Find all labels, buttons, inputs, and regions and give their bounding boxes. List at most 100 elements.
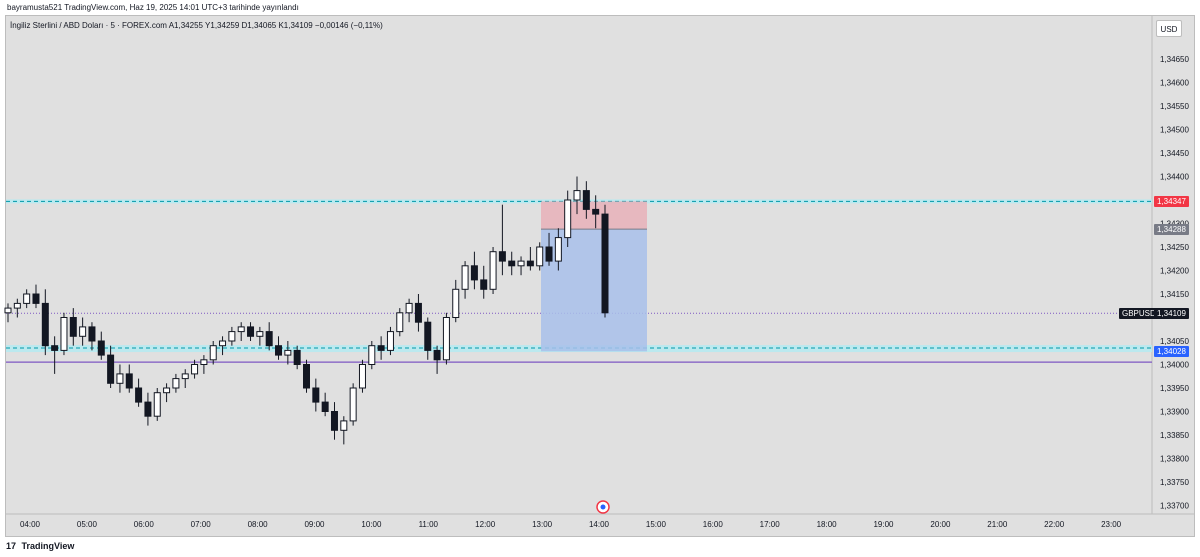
candle-body xyxy=(461,265,469,290)
price-axis-label: 1,34550 xyxy=(1160,102,1189,111)
candle-body xyxy=(536,246,544,267)
candle-body xyxy=(191,364,199,375)
candle-body xyxy=(349,387,357,422)
candle-body xyxy=(219,340,227,347)
target-price-tag: 1,34028 xyxy=(1154,345,1189,357)
price-axis-label: 1,33750 xyxy=(1160,478,1189,487)
price-axis-label: 1,33900 xyxy=(1160,408,1189,417)
time-axis-label: 12:00 xyxy=(475,520,496,529)
candle-body xyxy=(498,251,506,262)
price-axis-label: 1,34200 xyxy=(1160,267,1189,276)
candle-body xyxy=(41,302,49,347)
time-axis-label: 04:00 xyxy=(20,520,41,529)
price-axis-label: 1,34600 xyxy=(1160,79,1189,88)
candle-body xyxy=(228,331,236,342)
tradingview-branding[interactable]: 17 TradingView xyxy=(6,540,74,552)
candle-body xyxy=(405,302,413,314)
price-axis-label: 1,34500 xyxy=(1160,126,1189,135)
time-axis-label: 06:00 xyxy=(134,520,155,529)
candle-body xyxy=(564,199,572,239)
candle-body xyxy=(172,378,180,389)
candle-body xyxy=(424,321,432,351)
candle-body xyxy=(545,246,553,262)
candle-body xyxy=(433,349,441,361)
candle-body xyxy=(163,387,171,394)
time-axis-label: 09:00 xyxy=(304,520,325,529)
price-axis-label: 1,34400 xyxy=(1160,173,1189,182)
candle-body xyxy=(508,260,516,267)
candle-body xyxy=(340,420,348,431)
candle-body xyxy=(247,326,255,337)
candle-body xyxy=(358,364,366,389)
price-axis-label: 1,34000 xyxy=(1160,361,1189,370)
candle-body xyxy=(330,411,338,431)
candle-body xyxy=(414,302,422,323)
candle-body xyxy=(107,354,115,384)
candle-body xyxy=(442,317,450,361)
candle-body xyxy=(88,326,96,342)
event-flag-icon xyxy=(600,504,606,510)
price-axis-label: 1,34650 xyxy=(1160,55,1189,64)
candle-body xyxy=(601,213,609,314)
price-axis-label: 1,34250 xyxy=(1160,243,1189,252)
candle-body xyxy=(377,345,385,351)
candle-body xyxy=(526,260,534,267)
candle-body xyxy=(69,317,77,337)
candle-body xyxy=(79,326,87,337)
time-axis-label: 07:00 xyxy=(191,520,212,529)
price-axis-label: 1,34450 xyxy=(1160,149,1189,158)
candle-body xyxy=(181,373,189,380)
candle-body xyxy=(125,373,133,389)
time-axis-label: 23:00 xyxy=(1101,520,1122,529)
candle-body xyxy=(321,401,329,413)
candle-body xyxy=(275,345,283,356)
candle-body xyxy=(51,345,59,351)
candle-body xyxy=(265,331,273,347)
candle-body xyxy=(517,260,525,267)
price-axis-label: 1,33850 xyxy=(1160,431,1189,440)
candle-body xyxy=(153,392,161,417)
candle-body xyxy=(97,340,105,356)
candle-body xyxy=(209,345,217,361)
candle-body xyxy=(452,288,460,318)
candle-body xyxy=(489,251,497,290)
candle-body xyxy=(60,317,68,351)
brand-name: TradingView xyxy=(21,541,75,551)
time-axis-label: 05:00 xyxy=(77,520,98,529)
candle-body xyxy=(237,326,245,333)
stop-price-tag: 1,34347 xyxy=(1154,195,1189,207)
candle-body xyxy=(368,345,376,366)
time-axis-label: 16:00 xyxy=(703,520,724,529)
candle-body xyxy=(144,401,152,417)
time-axis-label: 14:00 xyxy=(589,520,610,529)
candle-body xyxy=(573,190,581,201)
time-axis-label: 20:00 xyxy=(930,520,951,529)
time-axis-label: 08:00 xyxy=(248,520,269,529)
time-axis-label: 21:00 xyxy=(987,520,1008,529)
time-axis-label: 22:00 xyxy=(1044,520,1065,529)
time-axis-label: 18:00 xyxy=(817,520,838,529)
stop-loss-zone xyxy=(541,201,647,230)
time-axis-label: 11:00 xyxy=(419,520,439,529)
candle-body xyxy=(23,293,31,304)
candle-body xyxy=(13,302,21,309)
candle-body xyxy=(4,307,12,314)
price-axis-label: 1,33950 xyxy=(1160,384,1189,393)
currency-button[interactable]: USD xyxy=(1156,20,1182,37)
time-axis-label: 19:00 xyxy=(873,520,894,529)
symbol-legend: İngiliz Sterlini / ABD Doları · 5 · FORE… xyxy=(10,21,383,30)
candle-body xyxy=(293,349,301,365)
candle-body xyxy=(32,293,40,304)
entry-price-tag: 1,34288 xyxy=(1154,223,1189,235)
candle-body xyxy=(582,190,590,210)
candle-body xyxy=(470,265,478,281)
tradingview-logo-icon: 17 xyxy=(6,541,17,551)
candle-body xyxy=(396,312,404,333)
publish-info-text: bayramusta521 TradingView.com, Haz 19, 2… xyxy=(7,3,299,12)
candle-body xyxy=(256,331,264,337)
last-price-tag: 1,34109 xyxy=(1154,307,1189,319)
time-axis-label: 10:00 xyxy=(361,520,382,529)
candle-body xyxy=(312,387,320,403)
candle-body xyxy=(284,349,292,356)
